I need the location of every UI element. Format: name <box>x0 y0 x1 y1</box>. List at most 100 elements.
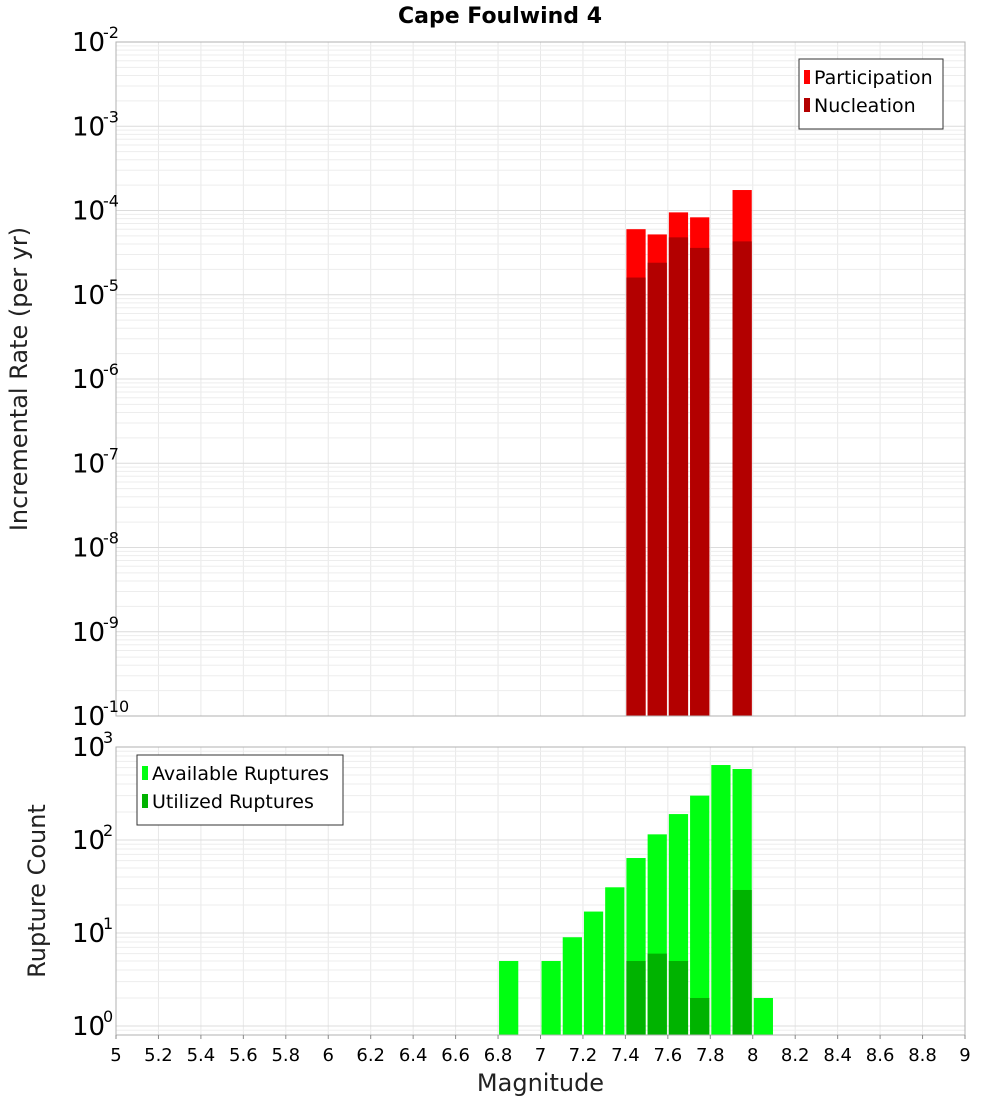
bar-available-ruptures <box>711 765 731 1035</box>
y-tick-label: 10-2 <box>72 23 119 58</box>
y-tick-label: 100 <box>72 1007 113 1042</box>
y-tick-base: 10 <box>72 112 105 142</box>
count-legend: Available Ruptures Utilized Ruptures <box>136 754 344 826</box>
bar-nucleation <box>732 241 752 716</box>
y-tick-label: 10-8 <box>72 529 119 564</box>
bar-utilized-ruptures <box>647 953 667 1035</box>
y-tick-exponent: -5 <box>103 276 119 295</box>
bar-available-ruptures <box>753 997 773 1035</box>
x-tick-label: 7.2 <box>569 1045 598 1066</box>
legend-label: Participation <box>814 67 933 89</box>
x-tick-label: 5.6 <box>229 1045 258 1066</box>
legend-item: Nucleation <box>804 95 916 117</box>
bar-nucleation <box>647 262 667 716</box>
y-tick-label: 10-10 <box>72 697 129 732</box>
x-tick-label: 7.6 <box>654 1045 683 1066</box>
y-tick-label: 10-3 <box>72 107 119 142</box>
bar-utilized-ruptures <box>690 997 710 1035</box>
x-tick-label: 8.4 <box>823 1045 852 1066</box>
bar-utilized-ruptures <box>732 889 752 1035</box>
bar-available-ruptures <box>690 795 710 1035</box>
x-tick-label: 9 <box>959 1045 970 1066</box>
y-tick-base: 10 <box>72 449 105 479</box>
y-tick-exponent: -2 <box>103 23 119 42</box>
y-tick-exponent: 0 <box>103 1007 113 1026</box>
y-tick-label: 101 <box>72 914 113 949</box>
y-tick-label: 10-5 <box>72 276 119 311</box>
legend-box <box>136 754 344 826</box>
y-tick-base: 10 <box>72 197 105 227</box>
x-tick-label: 5.2 <box>144 1045 173 1066</box>
legend-swatch <box>804 70 810 84</box>
y-tick-label: 10-9 <box>72 613 119 648</box>
y-tick-exponent: 3 <box>103 728 113 747</box>
x-tick-label: 6.4 <box>399 1045 428 1066</box>
x-tick-label: 7.8 <box>696 1045 725 1066</box>
rate-panel: 10-210-310-410-510-610-710-810-910-10 In… <box>5 23 966 732</box>
y-tick-base: 10 <box>72 28 105 58</box>
y-tick-base: 10 <box>72 919 105 949</box>
legend-box <box>798 58 944 130</box>
bar-nucleation <box>690 247 710 716</box>
y-tick-label: 102 <box>72 821 113 856</box>
x-tick-label: 6.2 <box>356 1045 385 1066</box>
y-tick-exponent: -10 <box>103 697 129 716</box>
y-tick-exponent: -7 <box>103 444 119 463</box>
bar-available-ruptures <box>541 960 561 1035</box>
rate-y-tick-labels: 10-210-310-410-510-610-710-810-910-10 <box>72 23 129 732</box>
x-axis-title: Magnitude <box>477 1069 604 1097</box>
x-tick-label: 5 <box>110 1045 121 1066</box>
y-tick-base: 10 <box>72 618 105 648</box>
y-tick-base: 10 <box>72 702 105 732</box>
y-tick-base: 10 <box>72 1012 105 1042</box>
chart-title: Cape Foulwind 4 <box>398 4 602 29</box>
bar-utilized-ruptures <box>626 960 646 1035</box>
bar-available-ruptures <box>583 911 604 1035</box>
x-tick-label: 6.6 <box>441 1045 470 1066</box>
rate-legend: Participation Nucleation <box>798 58 944 130</box>
legend-item: Available Ruptures <box>142 763 329 785</box>
rate-gridlines <box>115 41 966 717</box>
bar-available-ruptures <box>562 937 582 1035</box>
y-tick-base: 10 <box>72 365 105 395</box>
bar-nucleation <box>668 237 689 717</box>
legend-swatch <box>804 98 810 112</box>
y-tick-base: 10 <box>72 534 105 564</box>
y-tick-label: 10-4 <box>72 192 119 227</box>
bar-available-ruptures <box>499 960 519 1035</box>
x-tick-labels: 5 5.2 5.4 5.6 5.8 6 6.2 6.4 6.6 6.8 7 7.2 7.4 7.6 7.8 8… <box>110 1035 971 1066</box>
x-tick-label: 7 <box>535 1045 546 1066</box>
legend-swatch <box>142 766 148 780</box>
legend-label: Utilized Ruptures <box>152 791 314 813</box>
x-tick-label: 8.6 <box>866 1045 895 1066</box>
x-tick-label: 8.2 <box>781 1045 810 1066</box>
y-tick-exponent: 1 <box>103 914 113 933</box>
bar-utilized-ruptures <box>668 960 689 1035</box>
count-y-axis-title: Rupture Count <box>23 804 51 978</box>
legend-label: Available Ruptures <box>152 763 329 785</box>
rate-y-axis-title: Incremental Rate (per yr) <box>5 227 33 531</box>
x-tick-label: 8 <box>747 1045 758 1066</box>
y-tick-exponent: -6 <box>103 360 119 379</box>
x-tick-label: 8.8 <box>908 1045 937 1066</box>
y-tick-exponent: -4 <box>103 192 119 211</box>
x-tick-label: 5.4 <box>187 1045 216 1066</box>
count-bars <box>499 765 773 1035</box>
legend-item: Participation <box>804 67 933 89</box>
bar-nucleation <box>626 277 646 716</box>
bar-available-ruptures <box>605 887 625 1035</box>
y-tick-exponent: -3 <box>103 107 119 126</box>
legend-label: Nucleation <box>814 95 916 117</box>
rate-plot-border <box>115 41 966 717</box>
y-tick-base: 10 <box>72 733 105 763</box>
y-tick-exponent: -9 <box>103 613 119 632</box>
y-tick-exponent: -8 <box>103 529 119 548</box>
y-tick-base: 10 <box>72 826 105 856</box>
y-tick-label: 10-6 <box>72 360 119 395</box>
y-tick-exponent: 2 <box>103 821 113 840</box>
rate-bars <box>626 190 752 717</box>
legend-swatch <box>142 794 148 808</box>
x-tick-label: 5.8 <box>271 1045 300 1066</box>
